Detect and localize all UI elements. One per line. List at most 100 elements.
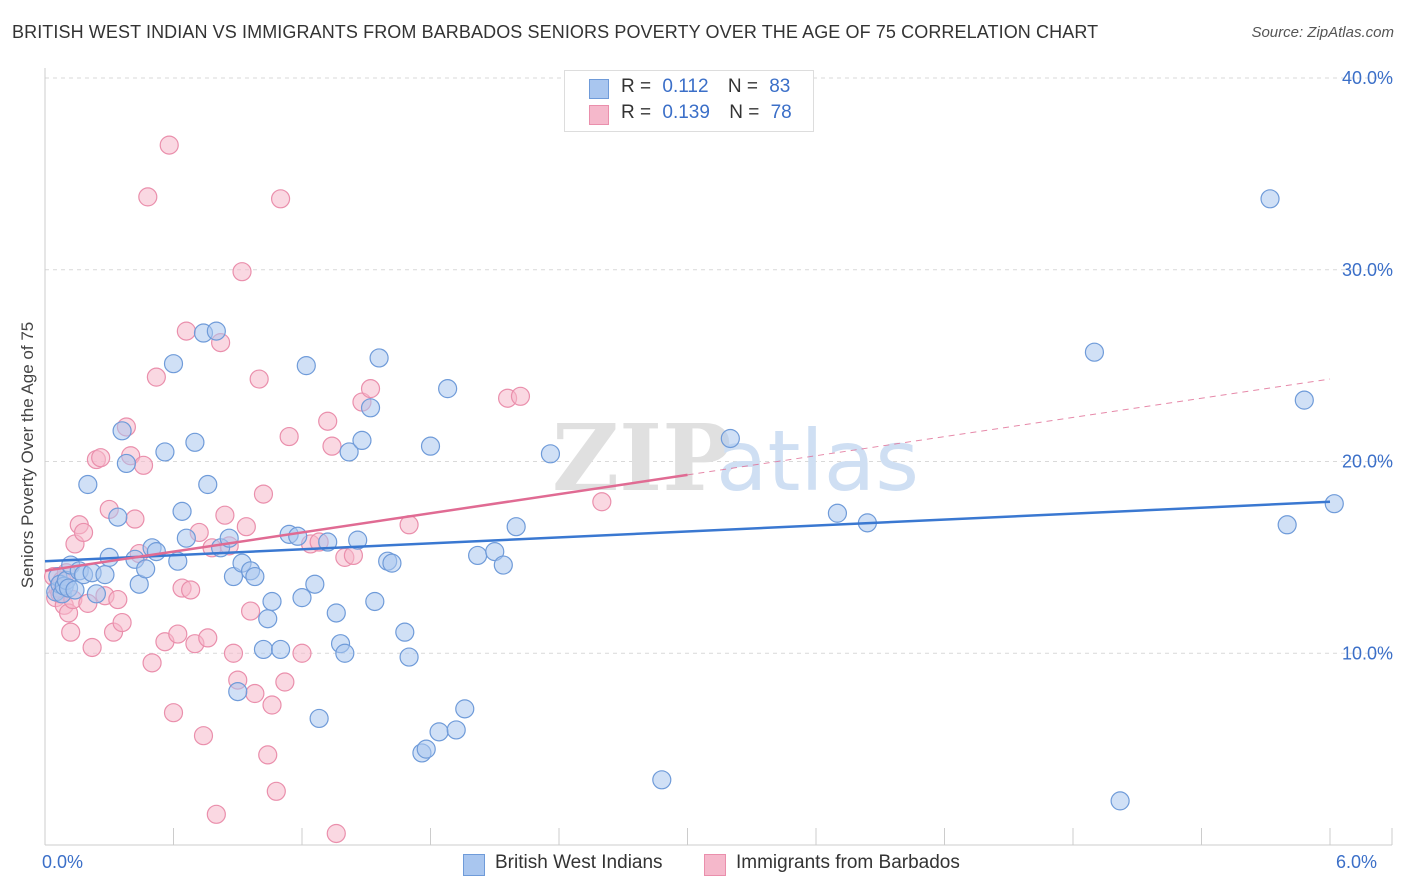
barbados-point: [168, 624, 188, 644]
bwi-point: [455, 699, 475, 719]
bwi-point: [485, 542, 505, 562]
bwi-point: [369, 348, 389, 368]
barbados-legend-swatch: [704, 854, 726, 876]
y-tick-label: 10.0%: [1342, 643, 1393, 663]
barbados-point: [262, 695, 282, 715]
bwi-point: [493, 555, 513, 575]
barbados-point: [279, 426, 299, 447]
barbados-legend-label: Immigrants from Barbados: [736, 852, 960, 873]
chart-title: BRITISH WEST INDIAN VS IMMIGRANTS FROM B…: [12, 22, 1099, 42]
bwi-point: [245, 566, 265, 587]
barbados-point: [232, 262, 252, 282]
y-axis-label: Seniors Poverty Over the Age of 75: [18, 321, 37, 589]
bwi-point: [95, 565, 115, 585]
bwi-point: [360, 398, 381, 418]
bwi-point: [720, 428, 740, 449]
bwi-point: [1260, 189, 1280, 209]
bwi-point: [339, 442, 359, 462]
barbados-point: [292, 643, 312, 663]
bwi-point: [155, 442, 175, 462]
series-legend: British West Indians Immigrants from Bar…: [0, 852, 1406, 878]
barbados-point: [266, 781, 286, 801]
bwi-point: [136, 559, 156, 579]
bwi-point: [446, 720, 466, 740]
bwi-point: [540, 444, 561, 464]
barbados-point: [198, 628, 218, 648]
barbados-point: [223, 643, 244, 663]
barbados-point: [193, 726, 214, 746]
series-bwi-points: [46, 189, 1344, 811]
bwi-point: [228, 681, 248, 702]
watermark-atlas: atlas: [716, 412, 919, 510]
bwi-point: [198, 474, 218, 495]
bwi-point: [348, 530, 368, 550]
barbados-point: [241, 601, 261, 621]
barbados-point: [326, 823, 346, 844]
bwi-point: [163, 354, 184, 374]
bwi-point: [1084, 342, 1105, 362]
r-label: R =: [621, 102, 652, 123]
bwi-point: [326, 603, 346, 623]
barbados-point: [73, 522, 94, 543]
watermark: ZIP atlas: [552, 404, 919, 512]
barbados-point: [360, 379, 381, 399]
barbados-point: [270, 189, 291, 209]
barbados-point: [163, 703, 184, 723]
barbados-point: [91, 448, 111, 468]
barbados-point: [61, 622, 81, 642]
barbados-point: [236, 517, 256, 537]
bwi-point: [318, 532, 338, 552]
correlation-legend: R = 0.112 N = 83 R = 0.139 N = 78: [564, 70, 814, 132]
barbados-point: [215, 505, 235, 525]
bwi-point: [365, 591, 385, 612]
bwi-legend-label: British West Indians: [495, 852, 663, 873]
barbados-point: [245, 683, 265, 704]
bwi-point: [206, 321, 226, 341]
bwi-point: [305, 574, 325, 594]
bwi-legend-swatch: [463, 854, 485, 876]
barbados-point: [159, 135, 179, 155]
x-tick-min: 0.0%: [42, 852, 84, 872]
bwi-point: [86, 584, 107, 604]
bwi-point: [78, 474, 98, 495]
bwi-point: [506, 517, 526, 537]
barbados-point: [253, 484, 274, 504]
bwi-point: [253, 639, 274, 660]
bwi-point: [352, 430, 372, 451]
y-tick-label: 30.0%: [1342, 260, 1393, 280]
barbados-point: [112, 612, 132, 633]
r-value: 0.139: [662, 102, 710, 123]
y-tick-label: 20.0%: [1342, 452, 1393, 472]
barbados-point: [206, 804, 226, 824]
barbados-trend-line: [44, 473, 688, 573]
bwi-point: [258, 609, 278, 629]
barbados-point: [125, 509, 145, 529]
barbados-point: [82, 637, 102, 658]
series-barbados-points: [43, 135, 612, 844]
barbados-point: [133, 455, 154, 475]
n-label: N =: [729, 102, 760, 123]
barbados-point: [275, 672, 295, 692]
y-tick-label: 40.0%: [1342, 68, 1393, 88]
bwi-point: [1324, 494, 1344, 514]
bwi-point: [429, 722, 449, 742]
source-credit: Source: ZipAtlas.com: [1251, 24, 1394, 41]
barbados-point: [142, 653, 162, 673]
bwi-point: [438, 379, 458, 399]
bwi-point: [223, 566, 244, 587]
barbados-point: [181, 580, 201, 600]
bwi-trend-line: [44, 500, 1331, 563]
r-label: R =: [621, 76, 652, 97]
bwi-point: [172, 501, 192, 521]
bwi-point: [108, 507, 128, 527]
barbados-point: [249, 369, 269, 389]
barbados-point: [146, 367, 166, 387]
barbados-point: [258, 745, 278, 765]
r-value: 0.112: [662, 76, 709, 97]
bwi-point: [395, 622, 415, 642]
barbados-point: [322, 436, 342, 456]
bwi-point: [309, 708, 329, 729]
bwi-point: [1294, 390, 1314, 410]
barbados-swatch: [589, 105, 609, 125]
